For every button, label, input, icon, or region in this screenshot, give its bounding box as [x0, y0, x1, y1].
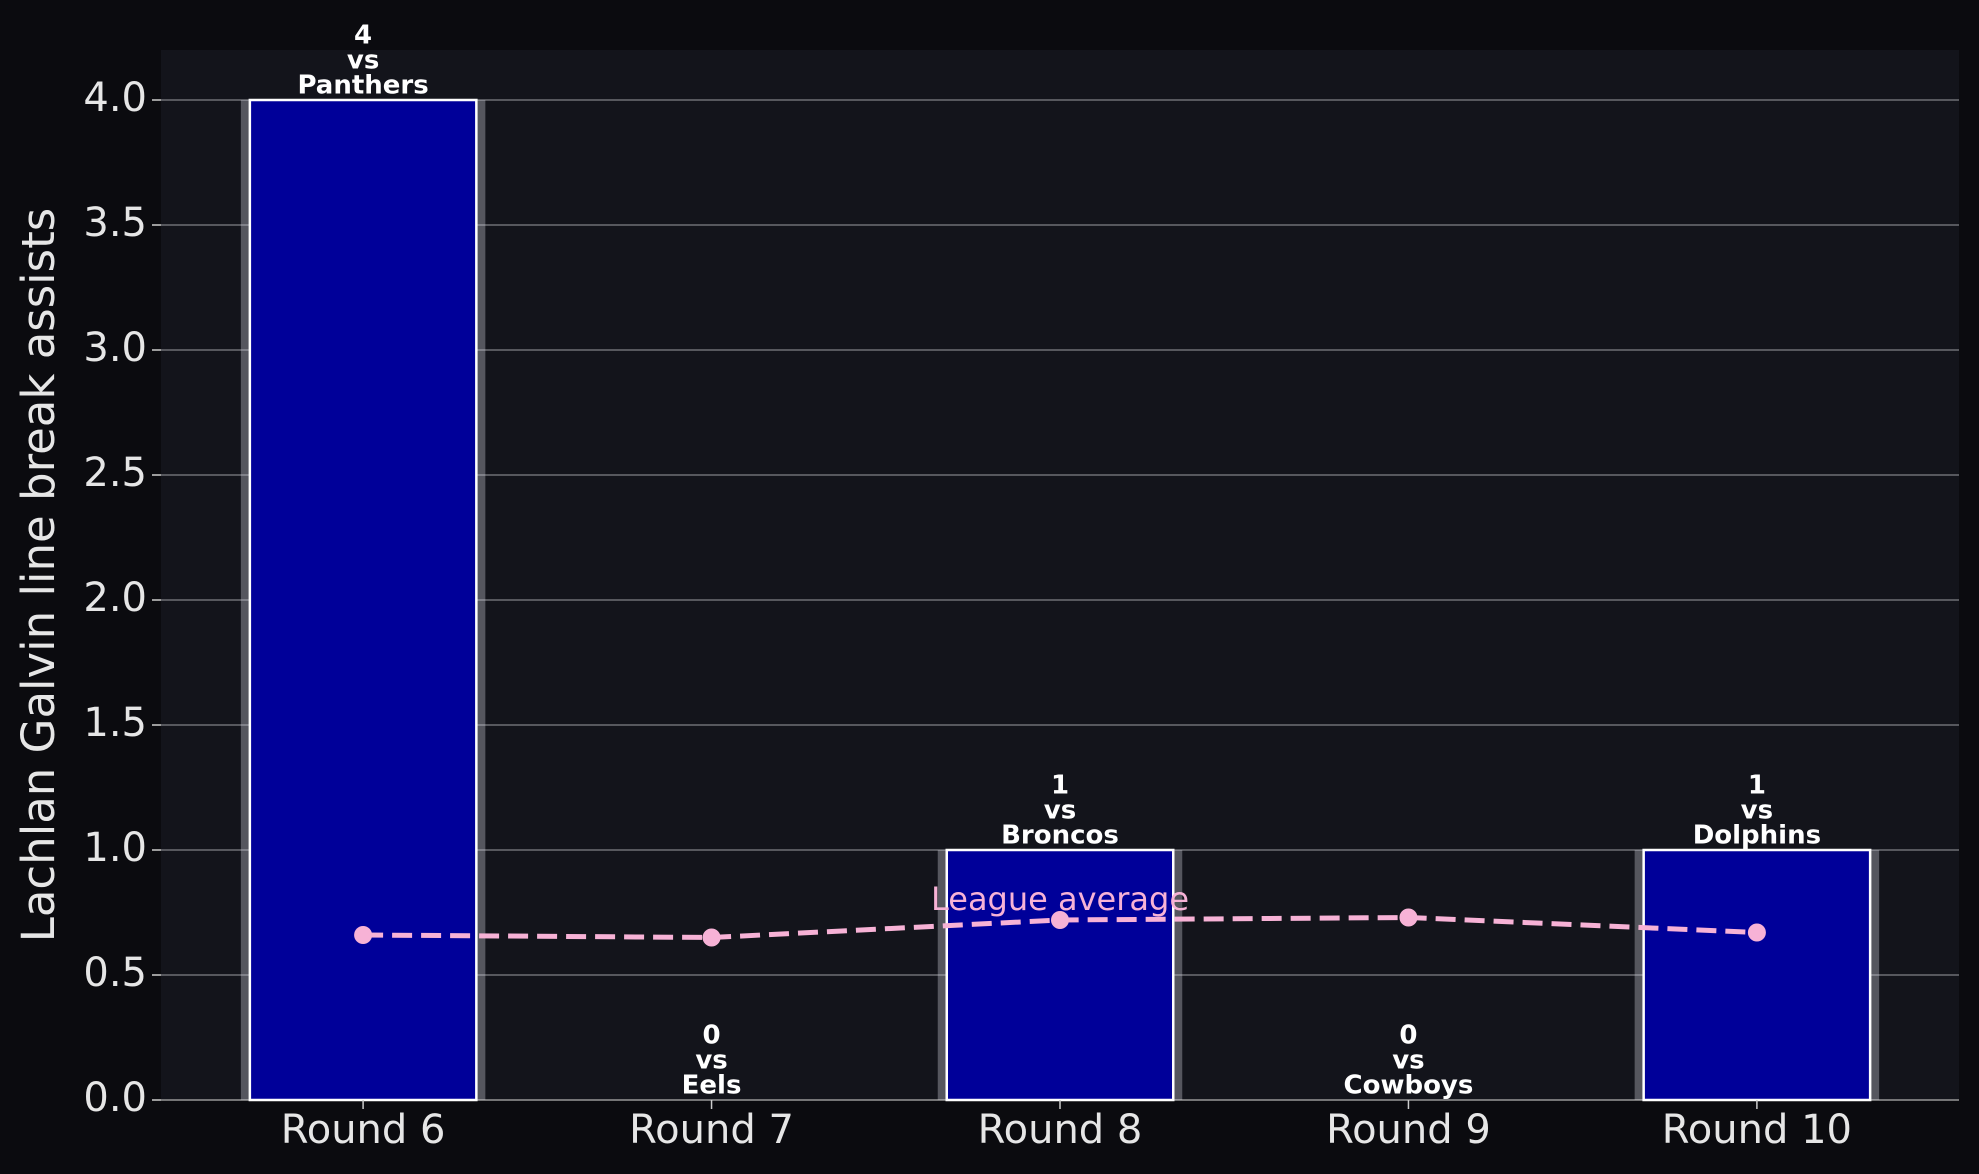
average-point	[354, 926, 373, 944]
match-label: Panthers	[297, 71, 428, 101]
y-tick-label: 3.0	[83, 325, 147, 371]
match-label: vs	[1392, 1046, 1424, 1076]
bar	[945, 848, 1175, 1102]
y-tick-label: 1.0	[83, 825, 147, 871]
x-tick-label: Round 10	[1662, 1107, 1852, 1153]
y-tick-label: 3.5	[83, 200, 147, 246]
value-label: 0	[1399, 1021, 1417, 1051]
value-label: 1	[1748, 771, 1766, 801]
y-tick-label: 2.0	[83, 575, 147, 621]
x-tick-label: Round 9	[1326, 1107, 1491, 1153]
x-tick-label: Round 6	[281, 1107, 446, 1153]
value-label: 1	[1051, 771, 1069, 801]
y-tick-label: 1.5	[83, 700, 147, 746]
average-point	[1399, 908, 1418, 927]
match-label: vs	[1741, 796, 1773, 826]
value-label: 0	[703, 1021, 721, 1051]
match-label: Dolphins	[1693, 821, 1821, 851]
match-label: vs	[695, 1046, 727, 1076]
series-annotation: League average	[931, 880, 1189, 918]
average-point	[1051, 911, 1069, 929]
average-point	[1747, 923, 1766, 942]
match-label: vs	[1044, 796, 1076, 826]
bar	[1642, 848, 1872, 1102]
match-label: vs	[347, 46, 379, 76]
value-label: 4	[354, 21, 372, 51]
y-tick-label: 2.5	[83, 450, 147, 496]
x-tick-label: Round 8	[978, 1107, 1143, 1153]
match-label: Broncos	[1001, 821, 1119, 851]
match-label: Cowboys	[1344, 1071, 1474, 1101]
bar	[248, 98, 478, 1102]
average-point	[702, 928, 721, 947]
y-tick-label: 0.5	[83, 950, 147, 996]
y-tick-label: 4.0	[83, 75, 147, 121]
y-axis-label: Lachlan Galvin line break assists	[12, 208, 65, 942]
y-tick-label: 0.0	[83, 1075, 147, 1121]
x-tick-label: Round 7	[629, 1107, 794, 1153]
match-label: Eels	[682, 1071, 742, 1101]
